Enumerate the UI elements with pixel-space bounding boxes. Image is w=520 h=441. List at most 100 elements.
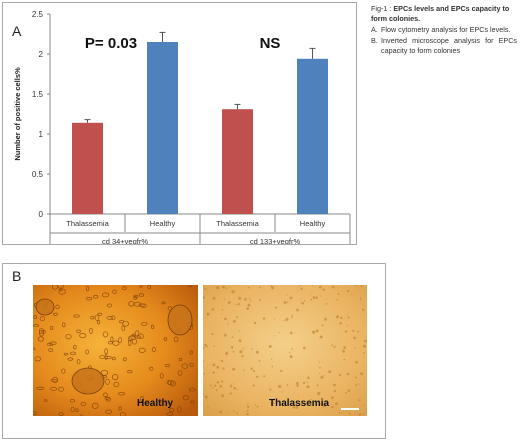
cell-shape bbox=[46, 342, 54, 346]
y-tick-label: 1 bbox=[39, 130, 44, 139]
cell-shape bbox=[118, 406, 122, 411]
cell-dot bbox=[230, 386, 232, 388]
significance-annotation: NS bbox=[260, 35, 281, 52]
cell-dot bbox=[351, 293, 353, 295]
y-tick-label: 2.5 bbox=[32, 10, 44, 19]
cell-shape bbox=[39, 327, 44, 335]
cell-dot bbox=[291, 348, 294, 350]
cell-dot bbox=[295, 405, 298, 408]
cell-dot bbox=[243, 369, 245, 371]
cell-shape bbox=[190, 400, 195, 404]
y-tick-label: 1.5 bbox=[32, 90, 44, 99]
cell-dot bbox=[241, 355, 244, 358]
cell-shape bbox=[101, 292, 110, 298]
cell-dot bbox=[209, 384, 212, 387]
cell-shape bbox=[61, 368, 66, 374]
caption-item-marker: A. bbox=[371, 25, 378, 35]
cell-dot bbox=[340, 316, 343, 320]
cell-dot bbox=[312, 296, 316, 299]
cell-dot bbox=[335, 402, 338, 406]
cell-dot bbox=[247, 405, 250, 409]
cell-dot bbox=[227, 302, 230, 305]
cell-shape bbox=[106, 316, 113, 320]
cell-shape bbox=[181, 363, 189, 369]
cell-dot bbox=[362, 413, 364, 415]
cell-dot bbox=[212, 296, 216, 300]
cell-dot bbox=[310, 298, 313, 301]
cell-dot bbox=[256, 405, 259, 408]
cell-dot bbox=[324, 317, 327, 321]
cell-dot bbox=[221, 309, 224, 311]
cell-shape bbox=[58, 412, 64, 416]
cell-dot bbox=[317, 392, 321, 396]
cell-dot bbox=[212, 363, 216, 367]
cell-dot bbox=[251, 348, 254, 350]
cell-dot bbox=[204, 287, 207, 290]
cell-shape bbox=[166, 380, 173, 385]
cell-shape bbox=[113, 381, 120, 388]
cell-dot bbox=[272, 404, 275, 407]
cell-shape bbox=[102, 331, 109, 338]
cell-dot bbox=[234, 289, 236, 291]
cell-shape bbox=[167, 380, 174, 386]
cell-shape bbox=[140, 321, 148, 326]
cell-dot bbox=[271, 358, 273, 360]
cell-dot bbox=[252, 384, 255, 387]
cell-shape bbox=[75, 408, 79, 413]
bar-chart: 0 0.5 1 1.5 2 2.5 Number of positive cells% Tha… bbox=[13, 10, 351, 244]
caption-item-a: A. Flow cytometry analysis for EPCs level… bbox=[371, 25, 517, 35]
cell-dot bbox=[268, 345, 272, 348]
cell-dot bbox=[331, 285, 335, 289]
cell-shape bbox=[34, 356, 41, 362]
cell-dot bbox=[203, 360, 204, 362]
cell-dot bbox=[299, 285, 301, 287]
cell-shape bbox=[133, 301, 141, 307]
cell-dot bbox=[281, 391, 283, 393]
cell-dot bbox=[297, 395, 299, 397]
cell-dot bbox=[203, 373, 205, 375]
cell-dot bbox=[320, 375, 324, 379]
thalassemia-colony-picture bbox=[203, 285, 367, 416]
cell-shape bbox=[151, 347, 156, 352]
cell-shape bbox=[49, 325, 54, 331]
cell-dot bbox=[258, 375, 260, 377]
cell-dot bbox=[347, 290, 350, 293]
cell-shape bbox=[133, 294, 139, 298]
cell-dot bbox=[278, 332, 280, 334]
cell-dot bbox=[315, 329, 319, 333]
cell-dot bbox=[321, 324, 324, 327]
cell-dot bbox=[289, 355, 293, 359]
cell-dot bbox=[243, 347, 245, 349]
cell-shape bbox=[85, 285, 90, 292]
cell-dot bbox=[216, 286, 220, 290]
cell-dot bbox=[216, 381, 220, 384]
bar bbox=[147, 42, 178, 214]
x-tick-label: Thalassemia bbox=[216, 219, 259, 228]
cell-shape bbox=[59, 288, 63, 292]
cell-shape bbox=[150, 324, 155, 330]
cell-shape bbox=[38, 330, 45, 337]
cell-dot bbox=[223, 298, 225, 300]
cell-shape bbox=[131, 338, 138, 345]
cell-dot bbox=[286, 301, 289, 303]
cell-dot bbox=[343, 346, 347, 349]
cell-shape bbox=[48, 348, 54, 352]
cell-dot bbox=[333, 383, 336, 387]
cell-dot bbox=[336, 298, 338, 301]
cell-dot bbox=[253, 321, 257, 325]
cell-dot bbox=[315, 296, 318, 300]
cell-dot bbox=[347, 389, 351, 392]
cell-dot bbox=[311, 404, 313, 406]
cell-dot bbox=[289, 296, 293, 300]
cell-shape bbox=[92, 402, 99, 409]
cell-dot bbox=[348, 412, 351, 415]
cell-shape bbox=[138, 293, 145, 297]
cell-dot bbox=[318, 285, 322, 289]
thalassemia-label: Thalassemia bbox=[269, 398, 330, 409]
cell-dot bbox=[291, 314, 293, 317]
cell-dot bbox=[203, 346, 205, 349]
cell-dot bbox=[229, 384, 233, 388]
cell-dot bbox=[233, 387, 237, 390]
cell-dot bbox=[258, 360, 261, 362]
cell-dot bbox=[246, 409, 249, 412]
